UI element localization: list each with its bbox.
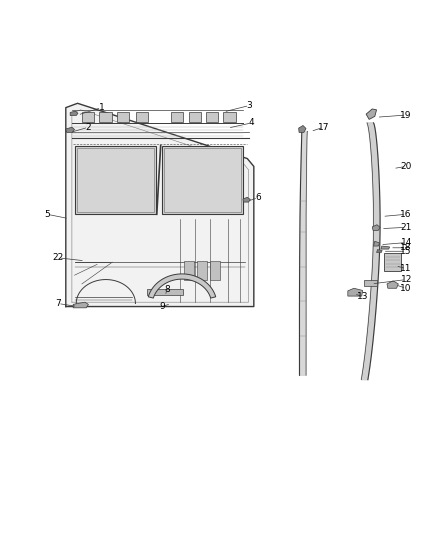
Bar — [184, 261, 194, 280]
Bar — [74, 146, 156, 214]
Polygon shape — [243, 197, 251, 202]
Bar — [77, 148, 154, 212]
Polygon shape — [372, 225, 380, 230]
Text: 12: 12 — [400, 275, 412, 284]
Polygon shape — [66, 103, 254, 306]
Text: 7: 7 — [55, 299, 61, 308]
Bar — [164, 148, 241, 212]
Text: 21: 21 — [400, 223, 412, 232]
Text: 14: 14 — [400, 238, 412, 247]
Text: 20: 20 — [400, 162, 412, 171]
Polygon shape — [73, 302, 88, 308]
Bar — [162, 146, 243, 214]
Text: 19: 19 — [400, 110, 412, 119]
Bar — [147, 289, 183, 295]
Polygon shape — [366, 109, 377, 119]
Bar — [117, 112, 129, 122]
Text: 5: 5 — [44, 210, 50, 219]
Text: 11: 11 — [400, 264, 412, 273]
Bar — [364, 279, 378, 286]
Bar — [82, 112, 94, 122]
Text: 15: 15 — [400, 247, 412, 256]
Bar — [99, 112, 112, 122]
Polygon shape — [300, 132, 307, 375]
Text: 18: 18 — [400, 243, 412, 252]
Text: 2: 2 — [85, 123, 91, 132]
Polygon shape — [299, 125, 306, 133]
Text: 16: 16 — [400, 210, 412, 219]
Bar — [188, 112, 201, 122]
Polygon shape — [374, 241, 380, 246]
Polygon shape — [377, 249, 382, 253]
Bar — [197, 261, 207, 280]
Polygon shape — [70, 111, 78, 116]
Text: 8: 8 — [164, 285, 170, 294]
Bar — [136, 112, 148, 122]
Polygon shape — [348, 288, 363, 296]
Text: 4: 4 — [249, 118, 254, 127]
Text: 13: 13 — [357, 293, 368, 302]
Polygon shape — [66, 127, 74, 133]
Text: 17: 17 — [318, 123, 329, 132]
Text: 1: 1 — [99, 103, 104, 112]
Bar — [210, 261, 220, 280]
Polygon shape — [381, 246, 390, 249]
Polygon shape — [387, 281, 398, 288]
Text: 6: 6 — [255, 193, 261, 202]
Bar — [385, 254, 401, 271]
Polygon shape — [148, 274, 216, 298]
Text: 9: 9 — [159, 302, 165, 311]
Polygon shape — [361, 123, 380, 379]
Text: 3: 3 — [247, 101, 252, 110]
Bar — [171, 112, 184, 122]
Bar — [223, 112, 236, 122]
Bar — [206, 112, 218, 122]
Text: 22: 22 — [53, 253, 64, 262]
Text: 10: 10 — [400, 284, 412, 293]
